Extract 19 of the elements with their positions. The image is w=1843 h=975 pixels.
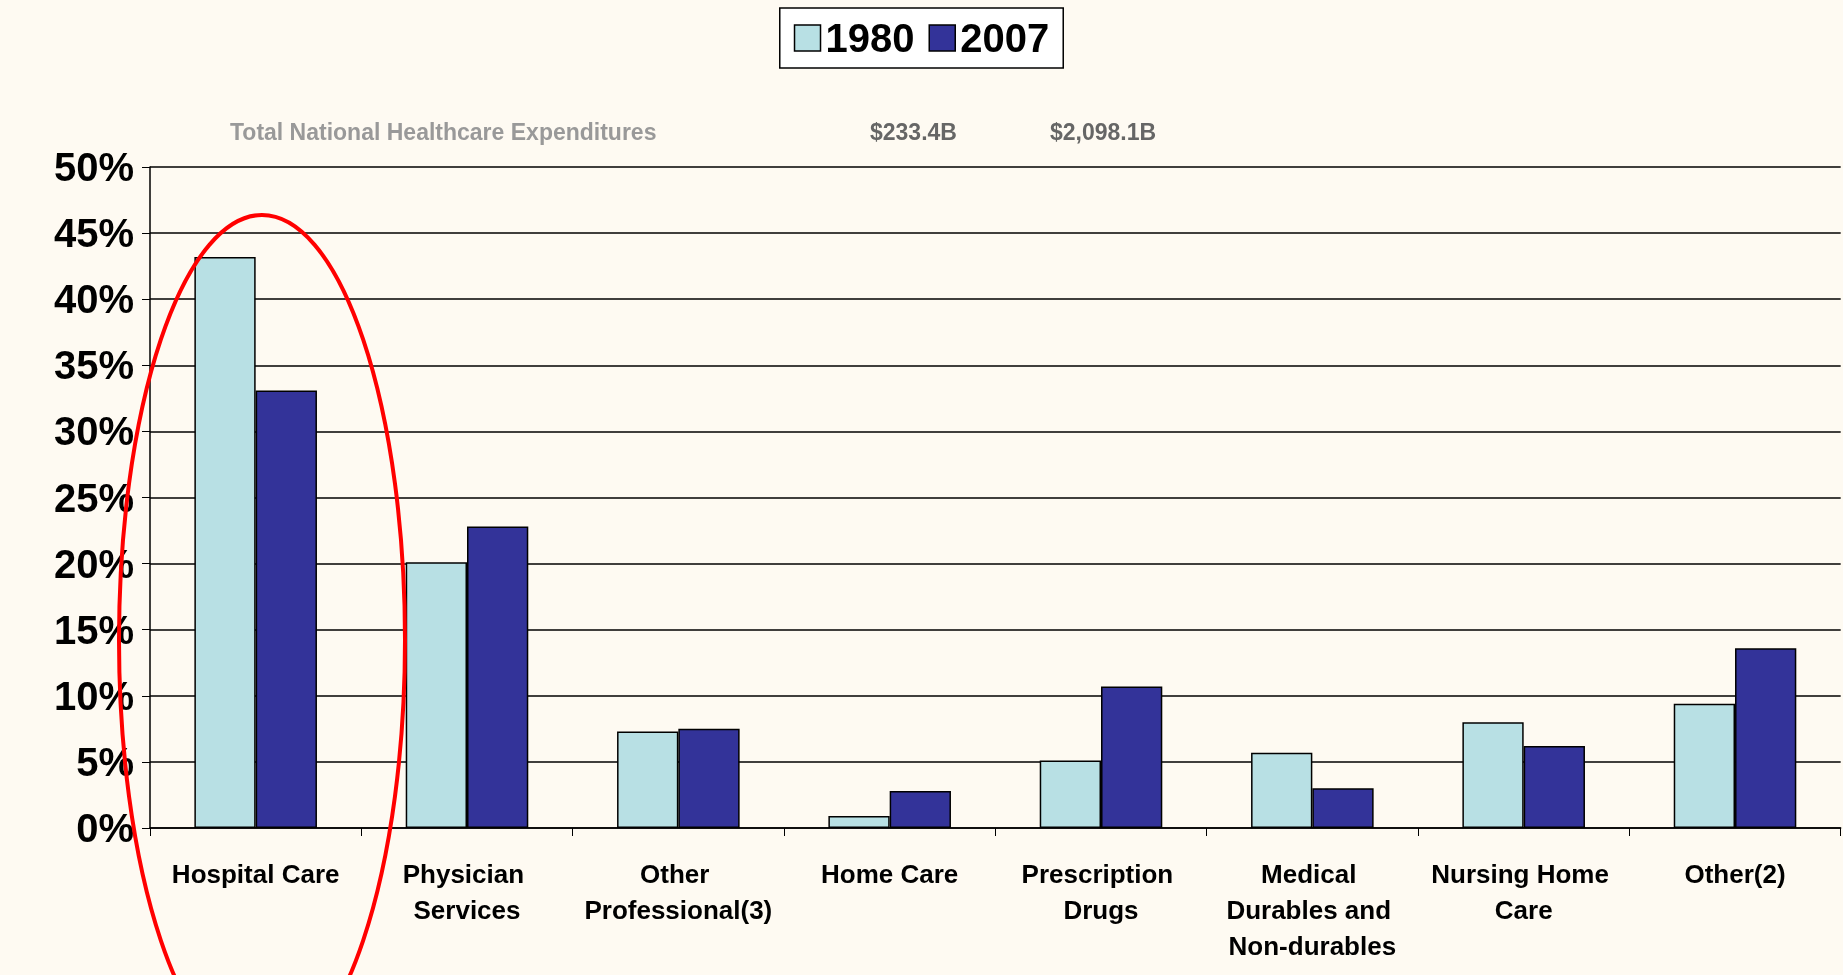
y-tick-label: 30% xyxy=(53,409,134,454)
y-tick-label: 45% xyxy=(53,211,134,256)
text: $2,098.1B xyxy=(1050,118,1157,145)
x-tick-label: Prescription Drugs xyxy=(1021,859,1181,925)
legend-label: 2007 xyxy=(960,16,1050,60)
x-tick-label: Nursing Home Care xyxy=(1431,859,1617,925)
y-tick-label: 50% xyxy=(53,145,134,189)
y-tick-label: 0% xyxy=(76,806,134,850)
text: Total National Healthcare Expenditures xyxy=(230,118,657,145)
x-tick-label: Home Care xyxy=(821,859,959,889)
x-tick-label: Medical Durables and Non-durables xyxy=(1226,859,1399,961)
legend-label: 1980 xyxy=(825,16,915,60)
text: $233.4B xyxy=(870,118,957,145)
y-tick-label: 35% xyxy=(53,343,134,388)
x-tick-label: Physician Services xyxy=(402,859,532,925)
y-tick-label: 40% xyxy=(53,277,134,322)
x-tick-label: Hospital Care xyxy=(171,859,340,889)
x-tick-label: Other(2) xyxy=(1684,859,1786,889)
x-tick-label: Other Professional(3) xyxy=(584,859,773,925)
